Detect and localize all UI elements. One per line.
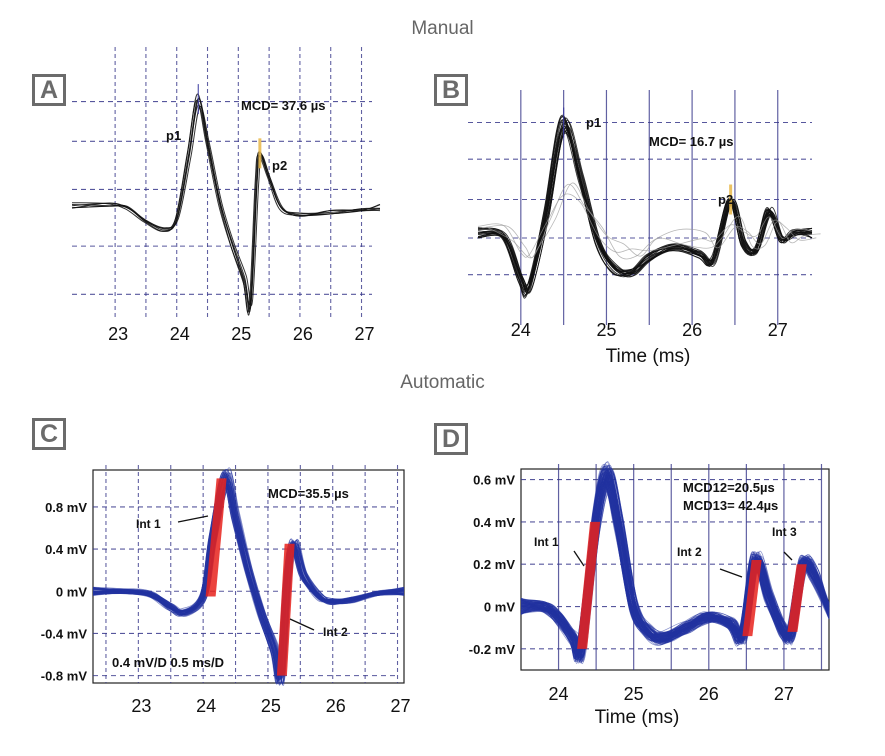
y-tick-label: -0.2 mV	[469, 642, 516, 657]
waveform-trace	[477, 120, 813, 293]
waveform-trace	[520, 469, 830, 659]
y-tick-label: 0.4 mV	[45, 542, 87, 557]
waveform-trace	[92, 483, 405, 676]
waveform-trace	[477, 125, 813, 294]
waveform-trace	[477, 119, 813, 295]
y-tick-label: 0.2 mV	[473, 557, 515, 572]
waveform-trace	[520, 476, 830, 655]
x-tick-label: 23	[131, 696, 151, 716]
interval-label-int3: Int 3	[772, 525, 797, 539]
panel-label-d: D	[434, 423, 468, 455]
waveform-trace	[92, 477, 405, 679]
chart-panel-d: 24 25 26 27 Time (ms) 0.6 mV 0.4 mV 0.2 mV 0 mV -…	[469, 461, 830, 728]
waveform-trace	[520, 468, 830, 661]
section-title-automatic: Automatic	[400, 372, 485, 393]
x-tick-label: 25	[261, 696, 281, 716]
mcd-annotation: MCD=35.5 µs	[268, 486, 349, 501]
waveform-trace	[520, 474, 830, 653]
peak-label-p2: p2	[272, 158, 287, 173]
x-tick-label: 24	[549, 684, 569, 704]
x-tick-label: 25	[231, 324, 251, 344]
mcd13-annotation: MCD13= 42.4µs	[683, 498, 778, 513]
x-axis-label: Time (ms)	[606, 346, 691, 367]
arrow-int2	[289, 618, 315, 631]
x-tick-label: 27	[391, 696, 411, 716]
x-tick-label: 26	[682, 320, 702, 340]
interval-label-int2: Int 2	[323, 625, 348, 639]
interval-label-int1: Int 1	[136, 517, 161, 531]
waveform-trace	[520, 471, 830, 665]
waveform-trace	[477, 115, 813, 299]
waveform-trace	[477, 119, 813, 296]
waveform-trace	[71, 98, 381, 310]
waveform-trace-faint	[486, 182, 821, 259]
y-tick-label: 0 mV	[56, 584, 87, 599]
waveform-trace	[520, 469, 830, 661]
waveform-trace	[92, 476, 405, 682]
waveform-trace	[520, 471, 830, 661]
x-tick-label: 25	[624, 684, 644, 704]
arrow-int1	[177, 515, 209, 523]
chart-panel-c: 23 24 25 26 27 0.8 mV 0.4 mV 0 mV -0.4 mV -0.8 mV…	[41, 465, 411, 716]
x-tick-label: 24	[196, 696, 216, 716]
interval-highlight-1	[577, 521, 601, 649]
mcd-annotation: MCD= 16.7 µs	[649, 134, 733, 149]
panel-label-c: C	[32, 418, 66, 450]
y-tick-label: -0.4 mV	[41, 626, 88, 641]
panel-label-a: A	[32, 74, 66, 106]
x-axis-label: Time (ms)	[595, 707, 680, 728]
waveform-trace	[71, 99, 381, 313]
waveform-trace	[477, 131, 813, 292]
waveform-trace	[477, 117, 813, 295]
arrow-int3	[783, 551, 793, 561]
x-tick-label: 23	[108, 324, 128, 344]
waveform-trace-faint	[477, 193, 813, 258]
waveform-trace	[477, 132, 813, 286]
x-tick-label: 24	[511, 320, 531, 340]
arrow-int1	[573, 550, 585, 567]
x-tick-label: 24	[170, 324, 190, 344]
x-tick-label: 27	[768, 320, 788, 340]
y-tick-label: 0.6 mV	[473, 473, 515, 488]
waveform-trace	[477, 123, 813, 292]
chart-panel-b: 24 25 26 27 Time (ms) MCD= 16.7 µs p1 p2	[468, 90, 821, 367]
interval-label-int1: Int 1	[534, 535, 559, 549]
y-tick-label: 0.4 mV	[473, 515, 515, 530]
plot-frame	[520, 468, 830, 671]
x-tick-label: 26	[699, 684, 719, 704]
waveform-trace	[477, 125, 813, 293]
interval-highlight-3	[787, 564, 807, 632]
x-tick-label: 26	[326, 696, 346, 716]
waveform-trace	[520, 484, 830, 658]
interval-highlight-2	[742, 559, 762, 637]
y-tick-label: 0.8 mV	[45, 500, 87, 515]
peak-label-p1: p1	[166, 128, 181, 143]
interval-highlight-2	[276, 543, 295, 676]
mcd-annotation: MCD= 37.6 µs	[241, 98, 325, 113]
x-tick-label: 27	[774, 684, 794, 704]
panel-label-b: B	[434, 74, 468, 106]
chart-panel-a: 23 24 25 26 27 MCD= 37.6 µs p1 p2	[71, 47, 381, 344]
interval-highlight-1	[205, 478, 227, 597]
waveform-trace	[92, 482, 405, 676]
plot-frame	[92, 469, 405, 684]
waveform-trace	[477, 114, 813, 298]
y-tick-label: 0 mV	[484, 600, 515, 615]
mcd12-annotation: MCD12=20.5µs	[683, 480, 775, 495]
x-tick-label: 27	[355, 324, 375, 344]
scale-note: 0.4 mV/D 0.5 ms/D	[112, 655, 224, 670]
peak-label-p1: p1	[586, 115, 601, 130]
x-tick-label: 26	[293, 324, 313, 344]
peak-label-p2: p2	[718, 192, 733, 207]
y-tick-label: -0.8 mV	[41, 669, 88, 684]
interval-label-int2: Int 2	[677, 545, 702, 559]
waveform-trace	[520, 482, 830, 660]
waveform-trace	[520, 469, 830, 652]
x-tick-label: 25	[596, 320, 616, 340]
section-title-manual: Manual	[411, 18, 474, 39]
arrow-int2	[719, 568, 743, 578]
